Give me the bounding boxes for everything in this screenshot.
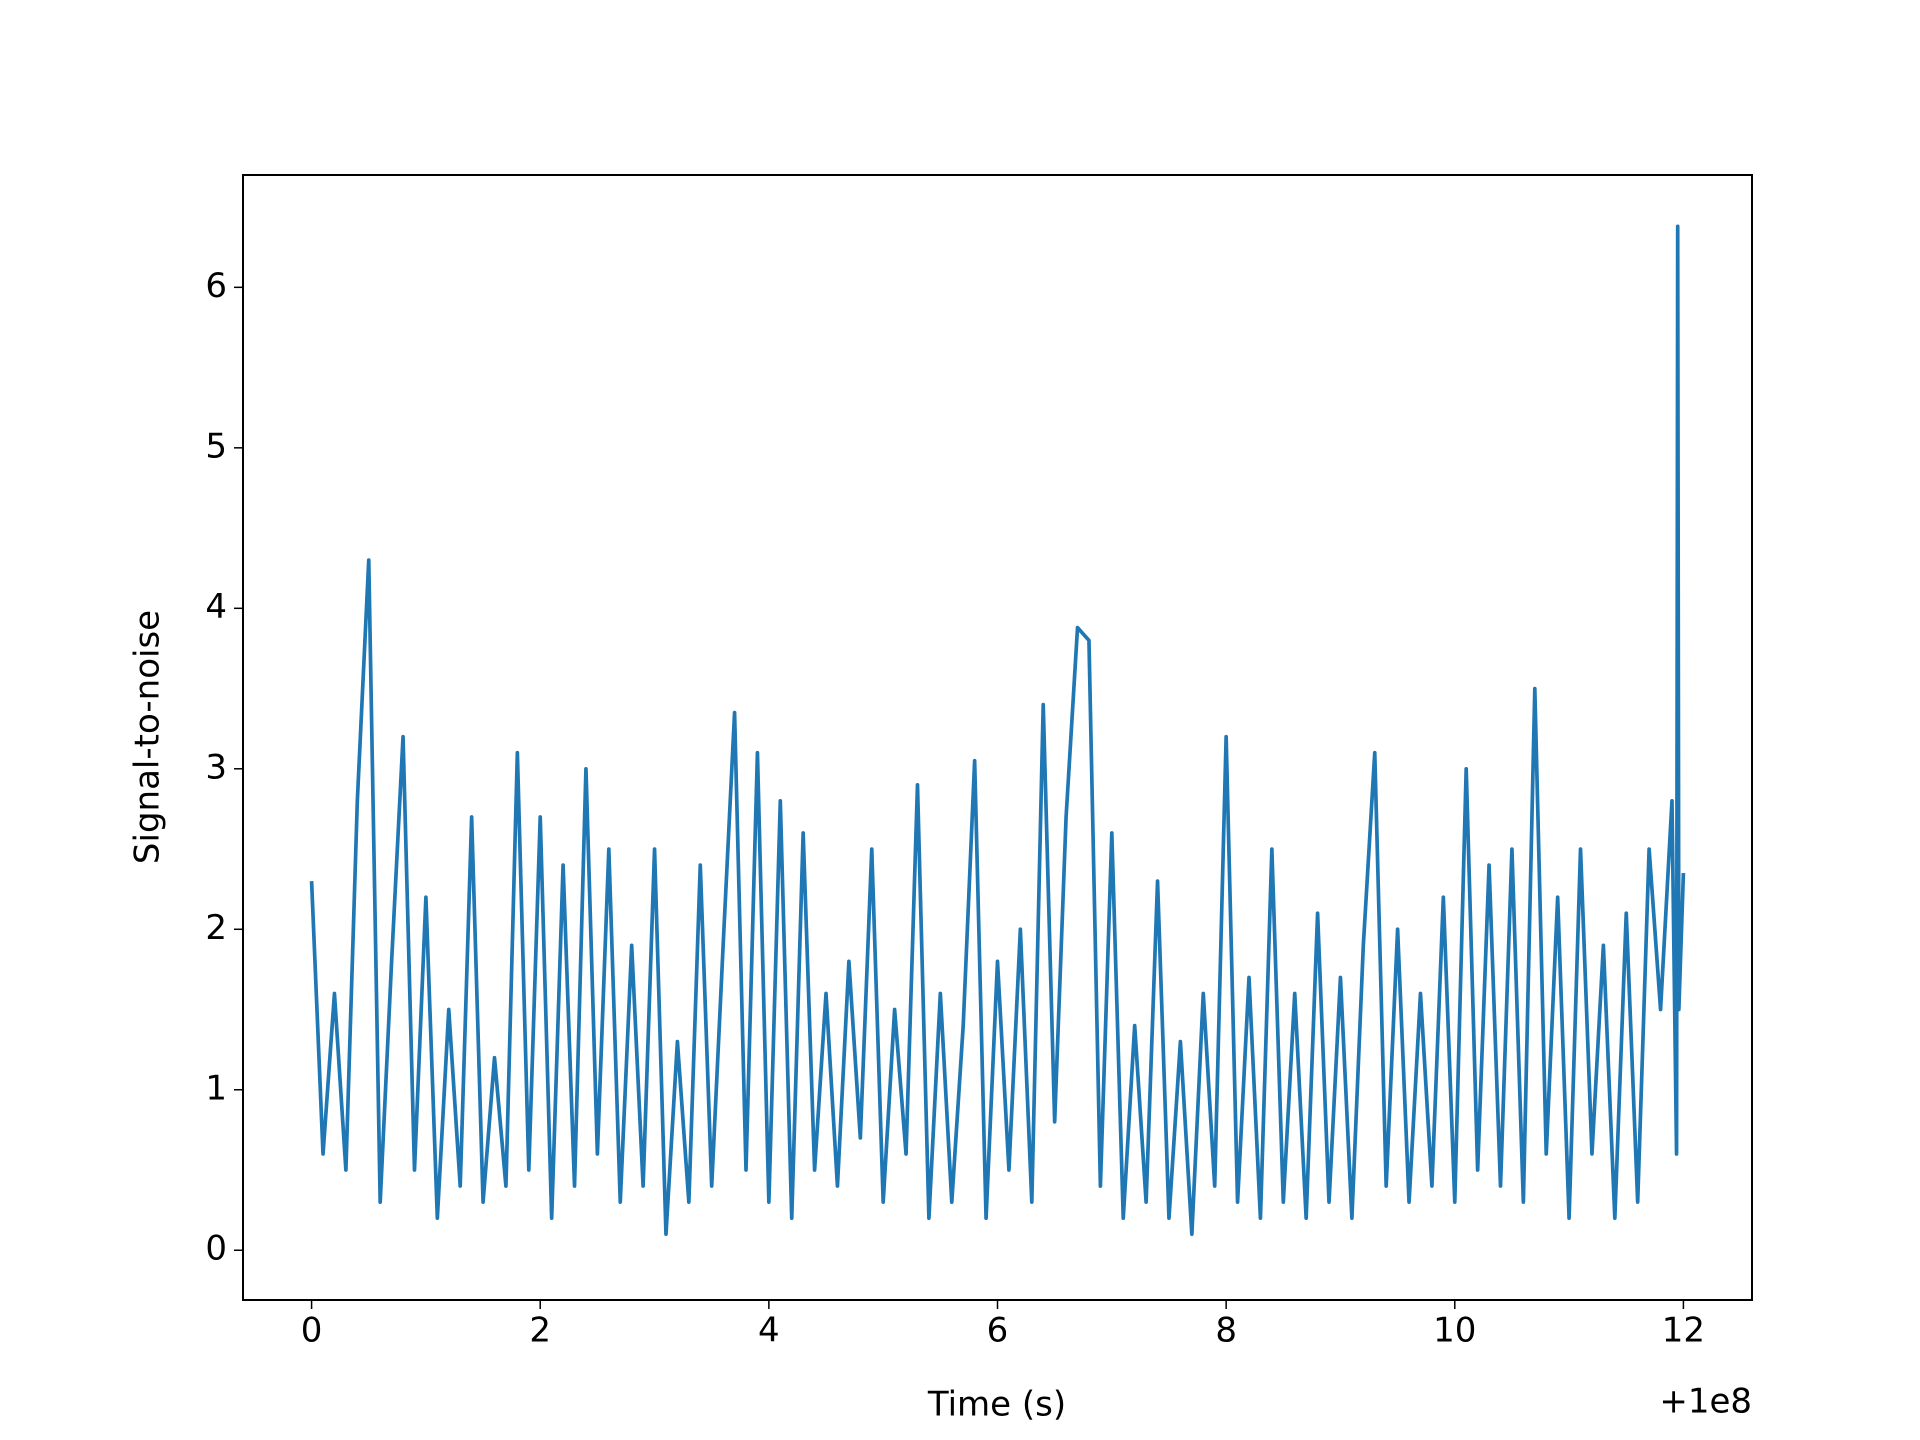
y-tick-label: 1: [205, 1068, 227, 1108]
x-offset-label: +1e8: [1659, 1382, 1752, 1422]
axes-frame: [242, 174, 1753, 1301]
x-tick-label: 8: [1215, 1311, 1237, 1351]
x-tick-label: 12: [1662, 1311, 1705, 1351]
y-tick-label: 3: [205, 747, 227, 787]
x-tick-label: 2: [529, 1311, 551, 1351]
y-tick-label: 4: [205, 587, 227, 627]
y-tick-label: 5: [205, 426, 227, 466]
data-line: [309, 224, 1686, 1237]
x-tick-label: 10: [1433, 1311, 1476, 1351]
y-axis-label: Signal-to-noise: [128, 610, 168, 864]
x-tick-label: 0: [301, 1311, 323, 1351]
y-tick-label: 2: [205, 908, 227, 948]
x-tick-label: 4: [758, 1311, 780, 1351]
y-tick-label: 6: [205, 266, 227, 306]
x-axis-label: Time (s): [927, 1385, 1066, 1425]
x-tick-label: 6: [987, 1311, 1009, 1351]
y-tick-label: 0: [205, 1229, 227, 1269]
